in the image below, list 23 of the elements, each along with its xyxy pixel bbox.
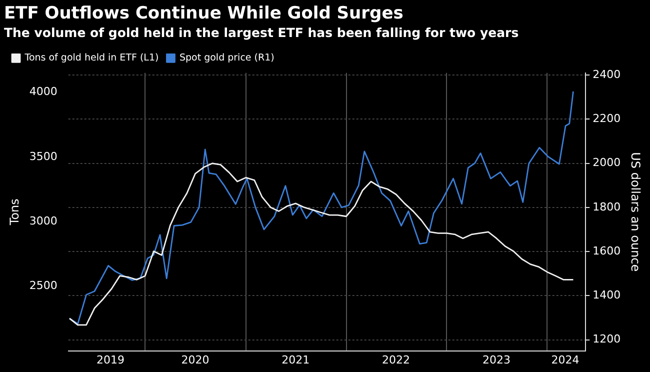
y2-tick-label: 1800 bbox=[592, 200, 621, 214]
y-tick-label: 3000 bbox=[29, 214, 58, 228]
y-axis-title: Tons bbox=[7, 198, 22, 226]
y2-tick-label: 2200 bbox=[592, 112, 621, 126]
x-tick-label: 2019 bbox=[96, 353, 124, 366]
x-tick-label: 2020 bbox=[181, 353, 210, 366]
x-tick-label: 2021 bbox=[282, 353, 310, 366]
y-tick-label: 2500 bbox=[29, 279, 58, 292]
chart-subtitle: The volume of gold held in the largest ETF has been falling for two years bbox=[4, 25, 519, 40]
y2-axis-title: US dollars an ounce bbox=[628, 152, 643, 272]
y-tick-label: 3500 bbox=[29, 150, 58, 163]
y2-tick-label: 2000 bbox=[592, 156, 621, 170]
x-tick-label: 2023 bbox=[482, 353, 510, 366]
legend-label: Tons of gold held in ETF (L1) bbox=[24, 52, 159, 64]
y2-tick-label: 1600 bbox=[592, 244, 621, 258]
y-tick-label: 4000 bbox=[29, 85, 58, 98]
x-tick-label: 2024 bbox=[551, 353, 580, 366]
legend-label: Spot gold price (R1) bbox=[179, 52, 274, 64]
x-tick-label: 2022 bbox=[382, 353, 410, 366]
y2-tick-label: 2400 bbox=[592, 68, 621, 81]
y2-tick-label: 1400 bbox=[592, 288, 621, 302]
chart-title: ETF Outflows Continue While Gold Surges bbox=[4, 4, 404, 24]
y2-tick-label: 1200 bbox=[592, 332, 621, 346]
